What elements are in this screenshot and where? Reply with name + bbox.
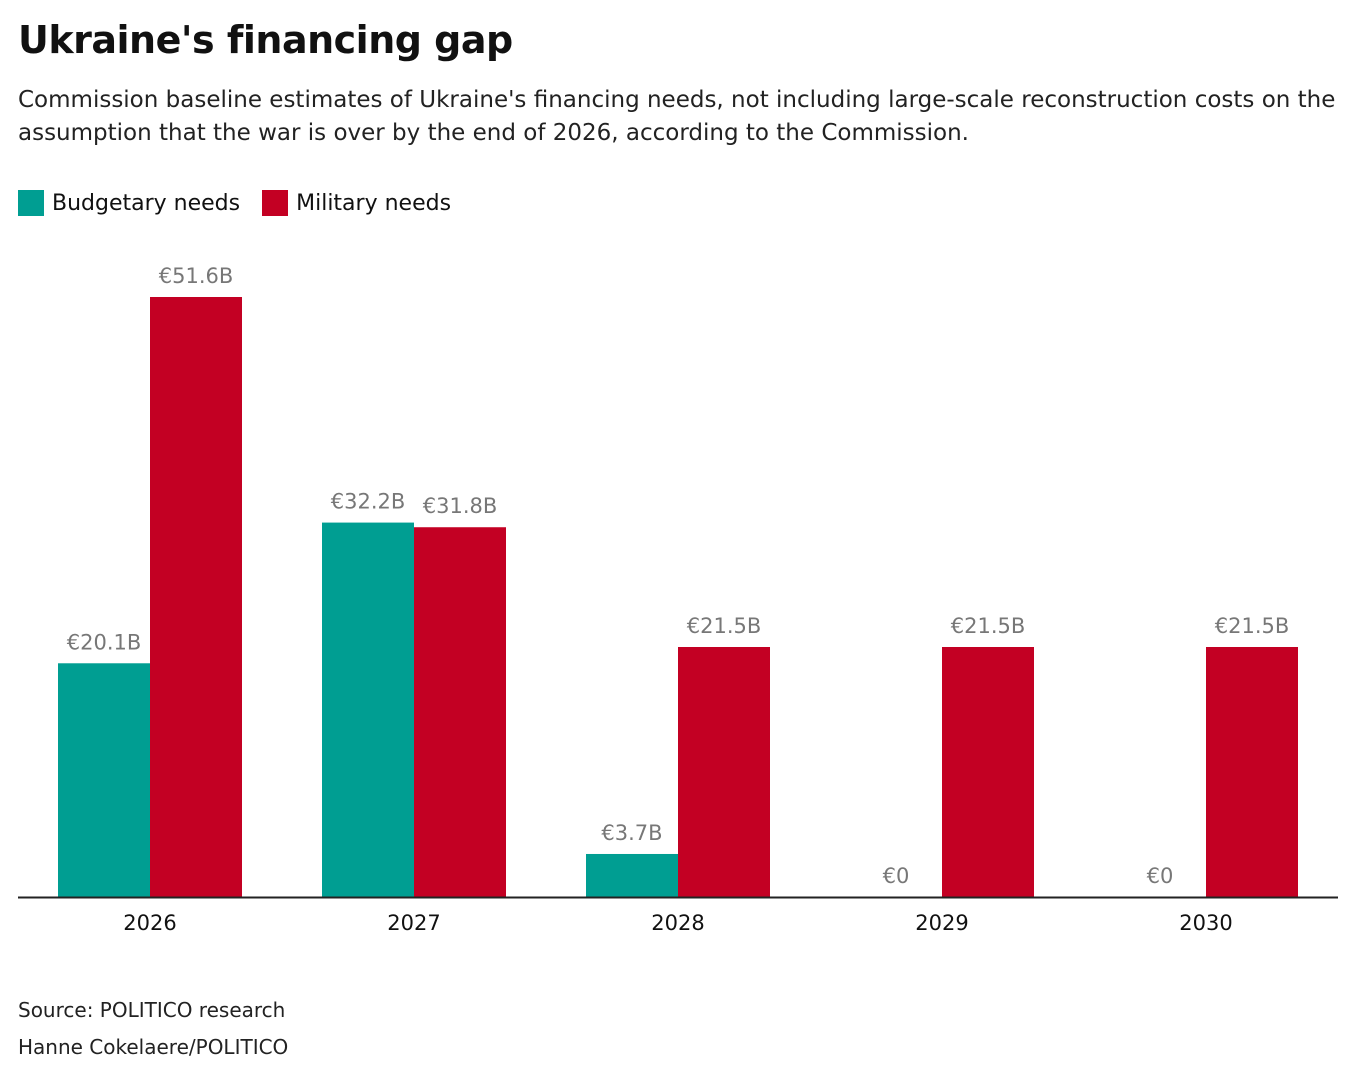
chart-subtitle: Commission baseline estimates of Ukraine… (18, 87, 1336, 146)
bar-military-2028 (678, 647, 770, 897)
credit-note: Hanne Cokelaere/POLITICO (18, 1035, 289, 1059)
data-label-military-2028: €21.5B (687, 614, 762, 638)
bar-budgetary-2027 (322, 522, 414, 897)
x-tick-label-2026: 2026 (123, 911, 176, 935)
chart-title: Ukraine's financing gap (18, 18, 513, 62)
x-tick-label-2027: 2027 (387, 911, 440, 935)
bar-military-2030 (1206, 647, 1298, 897)
data-label-military-2030: €21.5B (1215, 614, 1290, 638)
bar-budgetary-2026 (58, 663, 150, 897)
bar-military-2029 (942, 647, 1034, 897)
data-label-military-2029: €21.5B (951, 614, 1026, 638)
bar-budgetary-2028 (586, 853, 678, 897)
bar-military-2026 (150, 297, 242, 897)
x-tick-label-2028: 2028 (651, 911, 704, 935)
legend-swatch-budgetary (18, 190, 44, 216)
legend-item-military: Military needs (262, 190, 451, 216)
legend-label-budgetary: Budgetary needs (52, 190, 241, 216)
x-tick-label-2029: 2029 (915, 911, 968, 935)
data-label-budgetary-2030: €0 (1147, 864, 1174, 888)
source-note: Source: POLITICO research (18, 998, 286, 1022)
legend-swatch-military (262, 190, 289, 216)
data-label-budgetary-2029: €0 (883, 864, 910, 888)
legend-label-military: Military needs (296, 190, 452, 216)
legend-item-budgetary: Budgetary needs (18, 190, 240, 216)
data-label-military-2027: €31.8B (423, 494, 498, 518)
x-tick-label-2030: 2030 (1179, 911, 1232, 935)
data-label-military-2026: €51.6B (159, 264, 234, 288)
data-label-budgetary-2026: €20.1B (67, 630, 142, 654)
data-label-budgetary-2027: €32.2B (331, 490, 406, 514)
bar-military-2027 (414, 527, 506, 897)
data-label-budgetary-2028: €3.7B (601, 821, 662, 845)
legend: Budgetary needs Military needs (18, 190, 473, 216)
